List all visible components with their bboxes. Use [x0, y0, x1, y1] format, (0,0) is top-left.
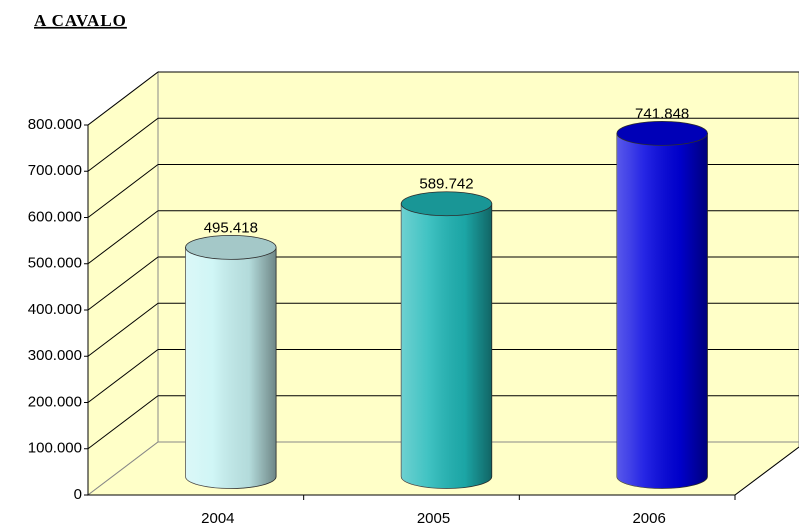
bar-top: [185, 234, 277, 260]
x-tick-label: 2005: [417, 510, 450, 527]
bar-top: [616, 120, 708, 146]
y-tick-label: 800.000: [28, 116, 82, 133]
chart-title: A CAVALO: [34, 11, 127, 30]
floor-edge: [734, 446, 799, 496]
x-tick-label: 2006: [632, 510, 665, 527]
y-tick-label: 0: [74, 486, 82, 503]
y-tick-label: 600.000: [28, 208, 82, 225]
x-tick-label: 2004: [201, 510, 234, 527]
grid-line: [87, 349, 159, 403]
y-tick-label: 500.000: [28, 255, 82, 272]
grid-line: [87, 117, 159, 172]
grid-line: [87, 395, 159, 450]
y-tick-label: 400.000: [28, 301, 82, 318]
grid-line: [87, 71, 159, 126]
y-tick-label: 200.000: [28, 393, 82, 410]
bar-top-shade: [401, 191, 492, 216]
bar-top: [400, 191, 493, 217]
grid-line: [87, 256, 159, 311]
bar-shade: [401, 203, 492, 489]
grid-line: [87, 302, 159, 357]
y-tick-label: 100.000: [28, 440, 82, 457]
y-tick-label: 300.000: [28, 347, 82, 364]
grid-line: [87, 164, 159, 218]
bar-top-shade: [185, 235, 277, 260]
data-label: 495.418: [204, 219, 258, 236]
y-tick-label: 700.000: [28, 162, 82, 179]
data-label: 589.742: [419, 176, 473, 193]
bar-shade: [616, 133, 708, 489]
bar-top-shade: [616, 121, 708, 146]
data-label: 741.848: [635, 105, 689, 122]
grid-line: [87, 210, 159, 265]
bar-shade: [185, 247, 277, 489]
